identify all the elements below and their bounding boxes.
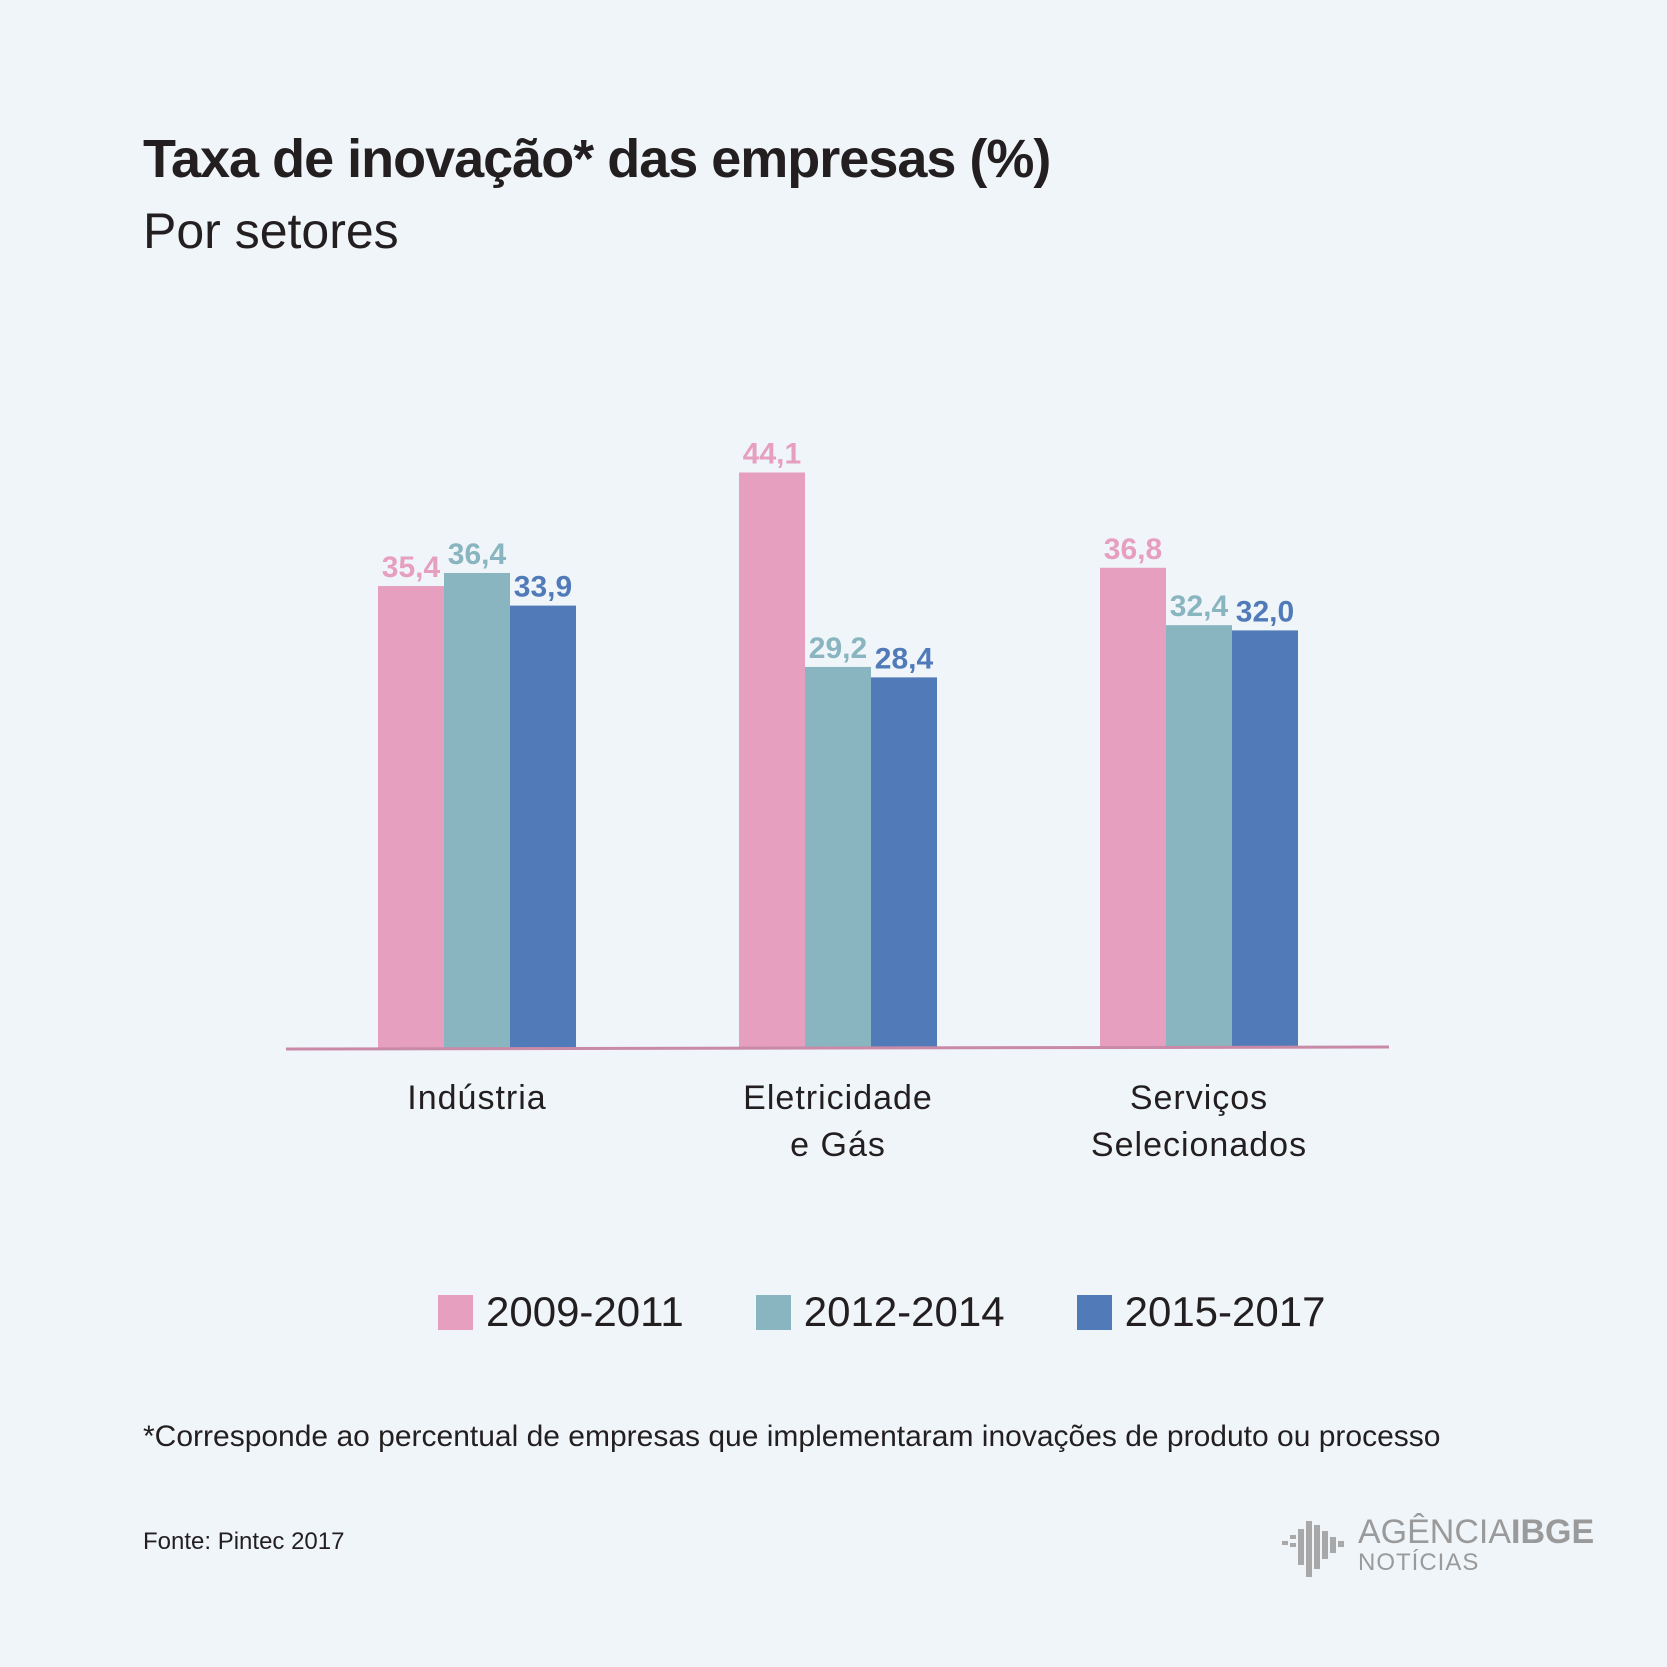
legend-item-2012-2014: 2012-2014 [755,1288,1005,1336]
category-label: Eletricidade [743,1079,933,1117]
bar [1100,567,1166,1048]
data-label: 28,4 [875,642,934,675]
data-label: 29,2 [809,632,867,665]
data-label: 44,1 [743,437,801,470]
legend-label: 2012-2014 [803,1288,1005,1335]
category-label: Serviços [1130,1079,1268,1117]
legend-swatch [1076,1294,1112,1330]
bar [510,605,576,1048]
category-label: e Gás [790,1126,886,1164]
legend-label: 2009-2011 [486,1288,684,1335]
legend-item-2009-2011: 2009-2011 [438,1288,684,1336]
bar [805,666,871,1048]
category-label: Selecionados [1091,1126,1307,1164]
ibge-bars-icon [1282,1521,1344,1577]
data-label: 36,8 [1104,533,1162,566]
chart-title: Taxa de inovação* das empresas (%) [143,129,1051,189]
legend-swatch [755,1294,791,1330]
logo-title: AGÊNCIAIBGE [1358,1513,1595,1551]
x-axis-baseline [285,1045,1390,1051]
legend-label: 2015-2017 [1124,1288,1326,1335]
bar [871,677,937,1048]
bar [1232,630,1298,1048]
category-label: Indústria [407,1079,546,1117]
bar [739,472,805,1048]
bar [1166,625,1232,1048]
bar [444,572,510,1048]
data-label: 36,4 [448,538,507,571]
legend-item-2015-2017: 2015-2017 [1076,1288,1326,1336]
footnote: *Corresponde ao percentual de empresas q… [143,1420,1441,1453]
legend-swatch [438,1294,473,1330]
agencia-ibge-logo: AGÊNCIAIBGE NOTÍCIAS [1280,1515,1594,1579]
data-label: 35,4 [382,551,441,584]
data-label: 32,4 [1170,590,1229,623]
chart-legend: 2009-2011 2012-2014 2015-2017 [438,1288,1397,1336]
data-label: 33,9 [514,571,572,604]
chart-subtitle: Por setores [143,203,399,259]
logo-subtitle: NOTÍCIAS [1358,1549,1480,1576]
data-label: 32,0 [1236,595,1294,628]
bar-chart: 35,4 36,433,9 Indústria 44,1 29,2 28,4 Eletric… [285,437,1390,1164]
bar [378,586,444,1048]
source-note: Fonte: Pintec 2017 [143,1528,345,1555]
